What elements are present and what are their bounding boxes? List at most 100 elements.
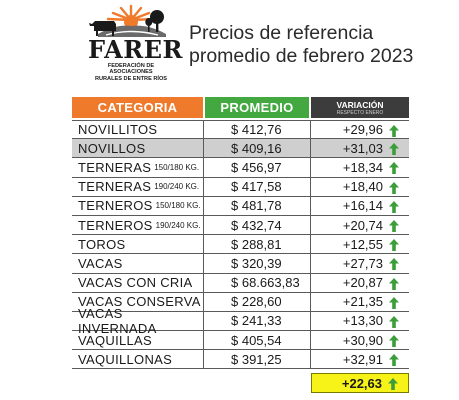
category-name: TERNERAS <box>78 179 152 195</box>
table-row: TERNEROS 190/240 KG. $ 432,74 +20,74 <box>72 215 409 236</box>
page-title: Precios de referencia promedio de febrer… <box>189 22 451 68</box>
variation-value: +32,91 <box>342 351 383 367</box>
average-cell: $ 405,54 <box>203 331 311 350</box>
category-name: VACAS CONSERVA <box>78 294 201 310</box>
average-cell: $ 241,33 <box>203 311 311 331</box>
variation-cell: +20,87 <box>311 274 409 292</box>
variation-value: +30,90 <box>342 332 383 348</box>
table-row: TOROS $ 288,81 +12,55 <box>72 235 409 255</box>
category-cell: VAQUILLAS <box>72 331 203 349</box>
variation-cell: +27,73 <box>311 254 409 272</box>
logo-subtitle: FEDERACIÓN DE ASOCIACIONES RURALES DE EN… <box>86 63 176 82</box>
variation-value: +29,96 <box>342 122 383 138</box>
variation-header: VARIACIÓN RESPECTO ENERO <box>311 97 409 118</box>
category-weight: 150/180 KG. <box>155 201 201 211</box>
arrow-up-icon <box>389 277 399 290</box>
average-cell: $ 228,60 <box>203 292 311 311</box>
variation-cell: +12,55 <box>311 235 409 253</box>
table-row: VAQUILLAS $ 405,54 +30,90 <box>72 331 409 351</box>
category-header: CATEGORIA <box>72 97 203 118</box>
arrow-up-icon <box>388 378 398 390</box>
variation-cell: +18,40 <box>311 178 409 196</box>
category-cell: TERNERAS 190/240 KG. <box>72 178 203 196</box>
category-cell: VAQUILLONAS <box>72 350 203 368</box>
variation-header-sublabel: RESPECTO ENERO <box>336 109 384 116</box>
page-title-line1: Precios de referencia <box>189 22 374 44</box>
category-cell: VACAS CON CRIA <box>72 274 203 292</box>
table-row: TERNERAS 190/240 KG. $ 417,58 +18,40 <box>72 177 409 197</box>
average-cell: $ 320,39 <box>203 254 311 273</box>
variation-value: +13,30 <box>342 313 383 329</box>
category-name: TERNEROS <box>78 198 153 214</box>
category-name: NOVILLITOS <box>78 122 158 138</box>
arrow-up-icon <box>389 315 399 328</box>
category-name: VACAS CON CRIA <box>78 275 193 291</box>
variation-cell: +29,96 <box>311 121 409 138</box>
average-cell: $ 412,76 <box>203 121 311 139</box>
average-cell: $ 432,74 <box>203 215 311 235</box>
category-name: VAQUILLONAS <box>78 351 173 367</box>
average-cell: $ 481,78 <box>203 196 311 215</box>
category-name: VAQUILLAS <box>78 332 152 348</box>
category-cell: VACAS CONSERVA <box>72 293 203 311</box>
category-name: TERNERAS <box>78 159 152 175</box>
category-cell: TERNEROS 150/180 KG. <box>72 197 203 215</box>
category-name: TOROS <box>78 236 126 252</box>
category-name: TERNEROS <box>78 217 153 233</box>
arrow-up-icon <box>389 125 399 137</box>
variation-value: +20,74 <box>342 217 383 233</box>
table-row: VACAS CON CRIA $ 68.663,83 +20,87 <box>72 273 409 293</box>
logo-subtitle-line1: FEDERACIÓN DE ASOCIACIONES <box>107 63 155 76</box>
category-weight: 190/240 KG. <box>154 182 200 192</box>
variation-value: +12,55 <box>342 236 383 252</box>
category-name: VACAS <box>78 255 123 271</box>
category-cell: VACAS <box>72 254 203 272</box>
table-row: VACAS CONSERVA $ 228,60 +21,35 <box>72 292 409 312</box>
variation-cell: +20,74 <box>311 216 409 234</box>
arrow-up-icon <box>389 354 399 367</box>
farer-logo: FARER FEDERACIÓN DE ASOCIACIONES RURALES… <box>86 4 183 82</box>
variation-value: +31,03 <box>342 140 383 156</box>
logo-name: FARER <box>88 35 183 64</box>
category-cell: TERNEROS 190/240 KG. <box>72 216 203 234</box>
variation-cell: +31,03 <box>311 139 409 157</box>
arrow-up-icon <box>389 162 399 175</box>
arrow-up-icon <box>389 181 399 194</box>
category-cell: TERNERAS 150/180 KG. <box>72 158 203 176</box>
total-variation-value: +22,63 <box>341 375 382 391</box>
arrow-up-icon <box>389 219 399 232</box>
average-header: PROMEDIO <box>205 97 309 118</box>
logo-subtitle-line2: RURALES DE ENTRE RÍOS <box>94 75 168 82</box>
table-row: VACAS INVERNADA $ 241,33 +13,30 <box>72 306 409 336</box>
variation-header-label: VARIACIÓN <box>336 99 384 110</box>
table-row: VAQUILLONAS $ 391,25 +32,91 <box>72 350 409 370</box>
category-cell: TOROS <box>72 235 203 253</box>
table-body: NOVILLITOS $ 412,76 +29,96 NOVILLOS $ 409,16… <box>72 120 409 370</box>
table-row: NOVILLITOS $ 412,76 +29,96 <box>72 120 409 140</box>
table-row: VACAS $ 320,39 +27,73 <box>72 254 409 274</box>
average-cell: $ 409,16 <box>203 139 311 158</box>
arrow-up-icon <box>389 239 399 252</box>
arrow-up-icon <box>389 143 399 156</box>
variation-value: +20,87 <box>342 275 383 291</box>
category-name: VACAS INVERNADA <box>78 305 157 336</box>
total-variation-cell: +22,63 <box>311 373 409 393</box>
variation-cell: +13,30 <box>311 312 409 330</box>
cow-landscape-icon <box>89 4 166 37</box>
variation-cell: +21,35 <box>311 293 409 311</box>
variation-value: +18,34 <box>342 159 383 175</box>
variation-cell: +32,91 <box>311 350 409 368</box>
category-cell: NOVILLITOS <box>72 121 203 138</box>
table-row: TERNERAS 150/180 KG. $ 456,97 +18,34 <box>72 158 409 178</box>
variation-value: +16,14 <box>342 198 383 214</box>
category-cell: VACAS INVERNADA <box>72 306 203 336</box>
category-name: NOVILLOS <box>78 140 146 156</box>
average-cell: $ 68.663,83 <box>203 273 311 292</box>
category-weight: 150/180 KG. <box>154 162 200 172</box>
arrow-up-icon <box>389 200 399 213</box>
average-cell: $ 456,97 <box>203 158 311 177</box>
average-cell: $ 391,25 <box>203 350 311 369</box>
variation-cell: +18,34 <box>311 158 409 176</box>
table-row: NOVILLOS $ 409,16 +31,03 <box>72 139 409 159</box>
category-weight: 190/240 KG. <box>155 220 201 230</box>
